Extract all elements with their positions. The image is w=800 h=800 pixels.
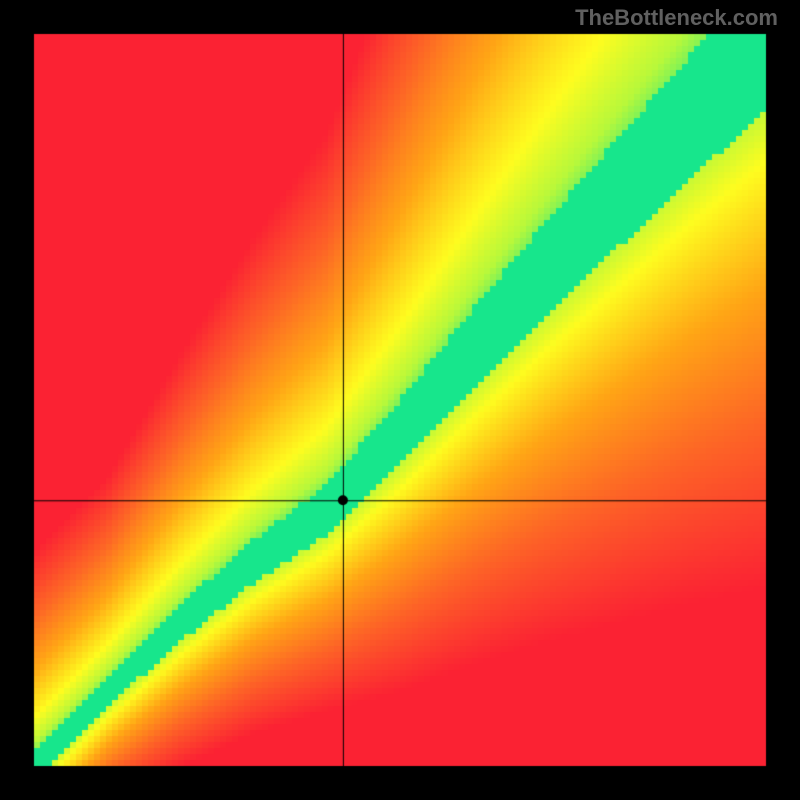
bottleneck-heatmap <box>0 0 800 800</box>
attribution-text: TheBottleneck.com <box>575 5 778 31</box>
